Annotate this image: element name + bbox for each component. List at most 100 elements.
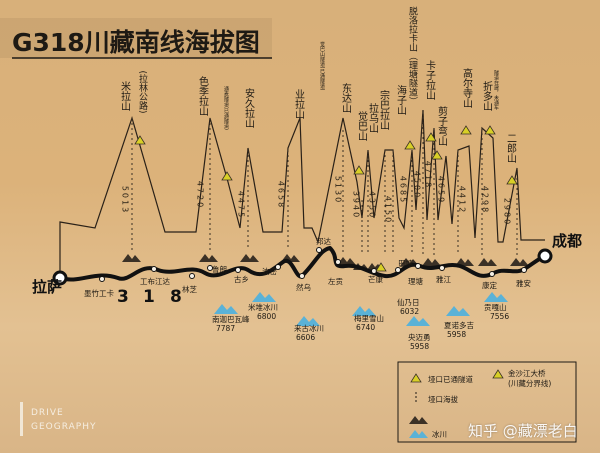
- snow-mountain-elev: 5958: [447, 330, 466, 339]
- elev-anjiulashan: 4475: [237, 191, 246, 219]
- peak-dongdashan: 东达山: [340, 82, 352, 113]
- mountain-icon: [510, 258, 529, 266]
- snow-mountain-elev: 6606: [296, 333, 315, 342]
- snow-mountain-name: 梅里雪山: [354, 313, 384, 323]
- bridge-icon: [375, 262, 387, 272]
- snow-mountain-icon: [484, 292, 508, 302]
- mountain-icon: [199, 254, 218, 262]
- altitude-profile-line: [59, 109, 545, 282]
- snow-mountain-xianuoduoji: 夏诺多吉 5958: [444, 306, 474, 339]
- town-dot: [235, 267, 241, 273]
- snow-mountain-name: 南迦巴瓦峰: [212, 314, 250, 324]
- drive-geography-logo: DRIVE GEOGRAPHY: [20, 402, 115, 436]
- snow-mountain-icon: [296, 316, 320, 326]
- town-label: 古乡: [234, 274, 249, 284]
- elevation-dash-lines: [131, 112, 518, 255]
- town-dot: [99, 276, 105, 282]
- snow-mountain-name: 仙乃日: [397, 297, 420, 307]
- snow-mountain-elev: 6800: [257, 312, 276, 321]
- town-dot: [275, 264, 281, 270]
- legend-tunnel-icon: [410, 373, 422, 383]
- town-dot: [316, 247, 322, 253]
- peak-yelashan: 业拉山: [293, 89, 305, 119]
- snow-mountain-icon: [252, 292, 276, 302]
- route-digit: 1: [143, 287, 155, 307]
- elev-gaoersishan: 4412: [458, 186, 467, 214]
- mountain-icon: [122, 254, 141, 262]
- legend-pass-label: 垭口海拔: [428, 394, 458, 404]
- peak-jianziwanshan: 剪子弯山: [436, 105, 448, 146]
- elev-erlangshan: 2980: [503, 198, 512, 226]
- elev-kazilashan: 4718: [424, 161, 433, 189]
- map-title: G318川藏南线海拔图: [12, 28, 260, 57]
- town-label: 芒康: [368, 274, 383, 284]
- tunnel-icon: [431, 150, 443, 160]
- peak-zheduoshan: 折多山: [481, 80, 493, 111]
- legend-mountain-icon: [409, 416, 428, 424]
- peak-haizishan: 海子山: [395, 84, 407, 115]
- peak-juebashan-note: 觉巴山隧道(已通隧道): [319, 41, 325, 91]
- legend-bridge-icon: [492, 369, 504, 379]
- town-dot: [189, 273, 195, 279]
- peak-tuoluolakashan: 脱洛拉卡山（理塘隧道）: [407, 5, 418, 105]
- snow-mountain-icon: [446, 306, 470, 316]
- logo-line2: GEOGRAPHY: [31, 422, 97, 432]
- peak-lawushan: 拉乌山: [367, 102, 379, 133]
- elev-yelashan: 4658: [277, 181, 286, 209]
- elev-zongbalashan: 4150: [384, 196, 393, 224]
- snow-mountain-meili: 梅里雪山 6740: [352, 306, 384, 332]
- end-point: [537, 248, 553, 264]
- mountain-icon: [422, 258, 441, 266]
- tunnel-markers: [134, 125, 518, 185]
- snow-mountain-icon: [352, 306, 376, 316]
- peak-sejilashan-note: 通麦隧道(已通隧道): [223, 85, 229, 130]
- town-label: 鲁朗: [212, 264, 227, 274]
- town-dot: [207, 265, 213, 271]
- mountain-icon: [478, 258, 497, 266]
- g318-route: [58, 246, 547, 282]
- town-label: 邦达: [316, 236, 331, 246]
- town-dot: [489, 271, 495, 277]
- snow-mountain-laigubingchuan: 来古冰川 6606: [294, 316, 324, 342]
- snow-mountain-gongga: 贡嘎山 7556: [484, 292, 509, 321]
- snow-mountain-icon: [214, 304, 238, 314]
- peak-erlangshan: 二郎山: [505, 133, 517, 163]
- elev-dongdashan: 5130: [334, 176, 343, 204]
- tunnel-icon: [404, 140, 416, 150]
- town-label: 雅安: [516, 278, 531, 288]
- snow-mountain-elev: 6032: [400, 307, 419, 316]
- town-label: 波密: [262, 266, 277, 276]
- town-label: 左贡: [328, 276, 343, 286]
- elev-juebashan: 3940: [352, 191, 361, 219]
- tunnel-icon: [134, 135, 146, 145]
- town-dot: [395, 267, 401, 273]
- peak-gaoersishan: 高尔寺山: [461, 67, 473, 108]
- tunnel-icon: [484, 125, 496, 135]
- town-label: 墨竹工卡: [84, 288, 114, 298]
- legend-bridge-sub: (川藏分界线): [508, 378, 551, 388]
- elev-zheduoshan: 4298: [481, 186, 490, 214]
- town-dot: [299, 273, 305, 279]
- town-dot: [439, 265, 445, 271]
- snow-mountains: 南迦巴瓦峰 7787 米堆冰川 6800 来古冰川 6606 梅里雪山 6740…: [212, 292, 509, 351]
- elev-milashan: 5013: [121, 186, 130, 214]
- end-label: 成都: [552, 232, 582, 250]
- snow-mountain-elev: 6740: [356, 323, 375, 332]
- peak-sejilashan: 色季拉山: [197, 75, 209, 116]
- peak-kazilashan: 卡子拉山: [424, 59, 436, 100]
- snow-mountain-name: 来古冰川: [294, 323, 324, 333]
- legend-snow-icon: [409, 430, 428, 438]
- town-label: 然乌: [296, 282, 311, 292]
- town-label: 康定: [482, 280, 497, 290]
- town-dot: [415, 263, 421, 269]
- elev-haizishan: 4685: [399, 176, 408, 204]
- tunnel-icon: [506, 175, 518, 185]
- snow-mountain-elev: 5958: [410, 342, 429, 351]
- town-label: 林芝: [182, 284, 197, 294]
- snow-mountain-elev: 7556: [490, 312, 509, 321]
- town-dot: [151, 266, 157, 272]
- legend-snow-label: 冰川: [432, 429, 447, 439]
- peak-zongbalashan: 宗巴拉山: [378, 89, 390, 130]
- town-label: 巴塘: [398, 258, 413, 268]
